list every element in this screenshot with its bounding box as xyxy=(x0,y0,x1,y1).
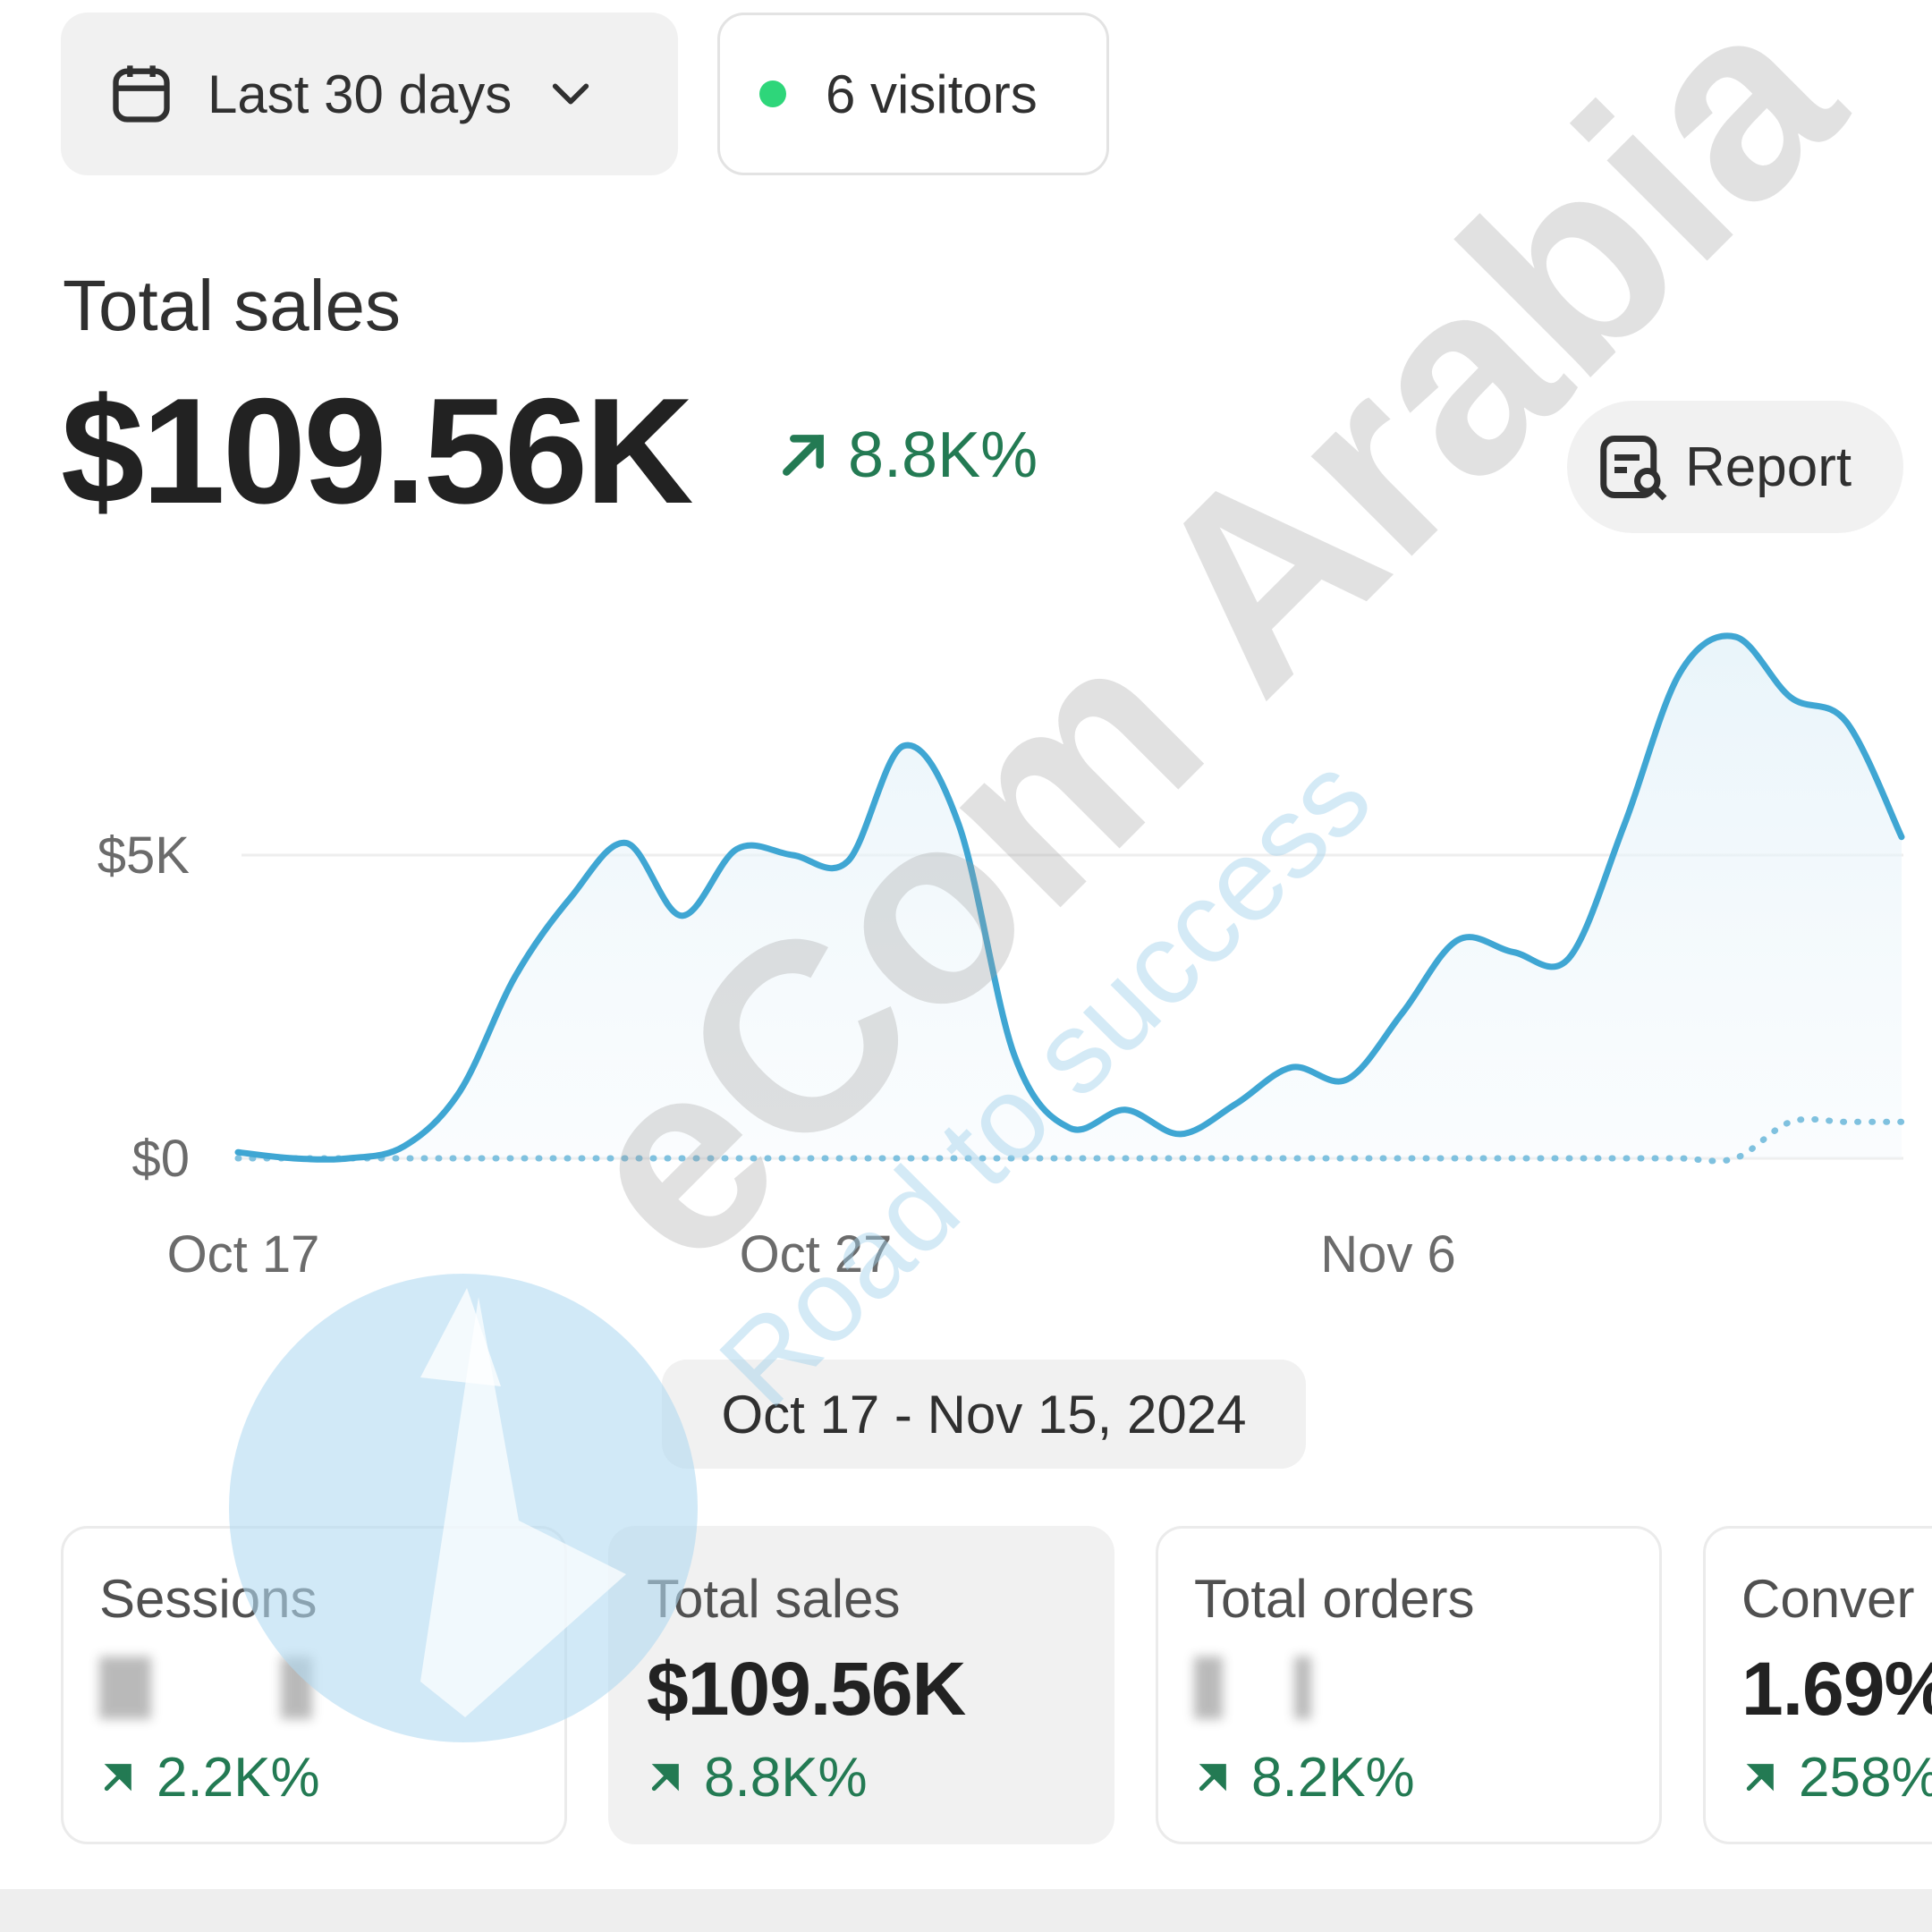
card-change: 8.8K% xyxy=(647,1746,1112,1809)
metric-title: Total sales xyxy=(63,266,401,345)
x-tick-label-oct-27: Oct 27 xyxy=(740,1225,893,1284)
sessions-card[interactable]: Sessions 2.2K% xyxy=(61,1526,567,1844)
redacted-value xyxy=(99,1657,359,1719)
date-range-label: Last 30 days xyxy=(208,64,513,124)
card-value: 1.69% xyxy=(1741,1647,1932,1731)
card-change-value: 8.8K% xyxy=(704,1747,868,1809)
visitors-label: 6 visitors xyxy=(826,64,1038,124)
sales-area-fill xyxy=(238,635,1902,1160)
card-change: 2.2K% xyxy=(99,1746,564,1809)
sales-series-line xyxy=(234,632,1905,1163)
card-title: Total orders xyxy=(1194,1569,1475,1629)
redacted-value xyxy=(1194,1657,1337,1719)
card-change: 8.2K% xyxy=(1194,1746,1659,1809)
card-title: Total sales xyxy=(647,1569,901,1629)
report-label: Report xyxy=(1685,436,1852,498)
card-change-value: 258% xyxy=(1799,1747,1932,1809)
bottom-divider-bar xyxy=(0,1889,1932,1932)
live-status-dot xyxy=(759,80,786,107)
card-change-value: 8.2K% xyxy=(1251,1747,1415,1809)
metric-value: $109.56K xyxy=(61,367,694,535)
arrow-up-right-icon xyxy=(104,1763,131,1791)
card-title: Sessions xyxy=(99,1569,318,1629)
card-change: 258% xyxy=(1741,1746,1932,1809)
report-search-icon xyxy=(1600,436,1667,501)
y-tick-label-5k: $5K xyxy=(97,826,191,885)
arrow-up-right-icon xyxy=(783,435,824,476)
chevron-down-icon xyxy=(553,83,589,105)
card-value: $109.56K xyxy=(647,1647,966,1731)
x-tick-label-nov-6: Nov 6 xyxy=(1320,1225,1456,1284)
arrow-up-right-icon xyxy=(1746,1763,1774,1791)
arrow-up-right-icon xyxy=(651,1763,679,1791)
arrow-up-right-icon xyxy=(1199,1763,1226,1791)
card-value xyxy=(99,1646,564,1728)
report-button[interactable]: Report xyxy=(1567,401,1903,533)
conversion-rate-card[interactable]: Conver 1.69% 258% xyxy=(1703,1526,1932,1844)
card-title: Conver xyxy=(1741,1569,1915,1629)
total-sales-card[interactable]: Total sales $109.56K 8.8K% xyxy=(608,1526,1114,1844)
card-value xyxy=(1194,1646,1659,1728)
metric-change-value: 8.8K% xyxy=(848,419,1038,491)
metric-change: 8.8K% xyxy=(775,419,1038,492)
calendar-icon xyxy=(113,65,170,123)
date-range-button[interactable]: Last 30 days xyxy=(61,13,678,175)
chart-date-range: Oct 17 - Nov 15, 2024 xyxy=(662,1360,1306,1469)
sales-line-chart: $5K $0 Oct 17 Oct 27 Nov 6 xyxy=(97,632,1905,1284)
live-visitors-button[interactable]: 6 visitors xyxy=(717,13,1109,175)
total-orders-card[interactable]: Total orders 8.2K% xyxy=(1156,1526,1662,1844)
y-tick-label-0: $0 xyxy=(131,1130,190,1188)
card-change-value: 2.2K% xyxy=(157,1747,320,1809)
